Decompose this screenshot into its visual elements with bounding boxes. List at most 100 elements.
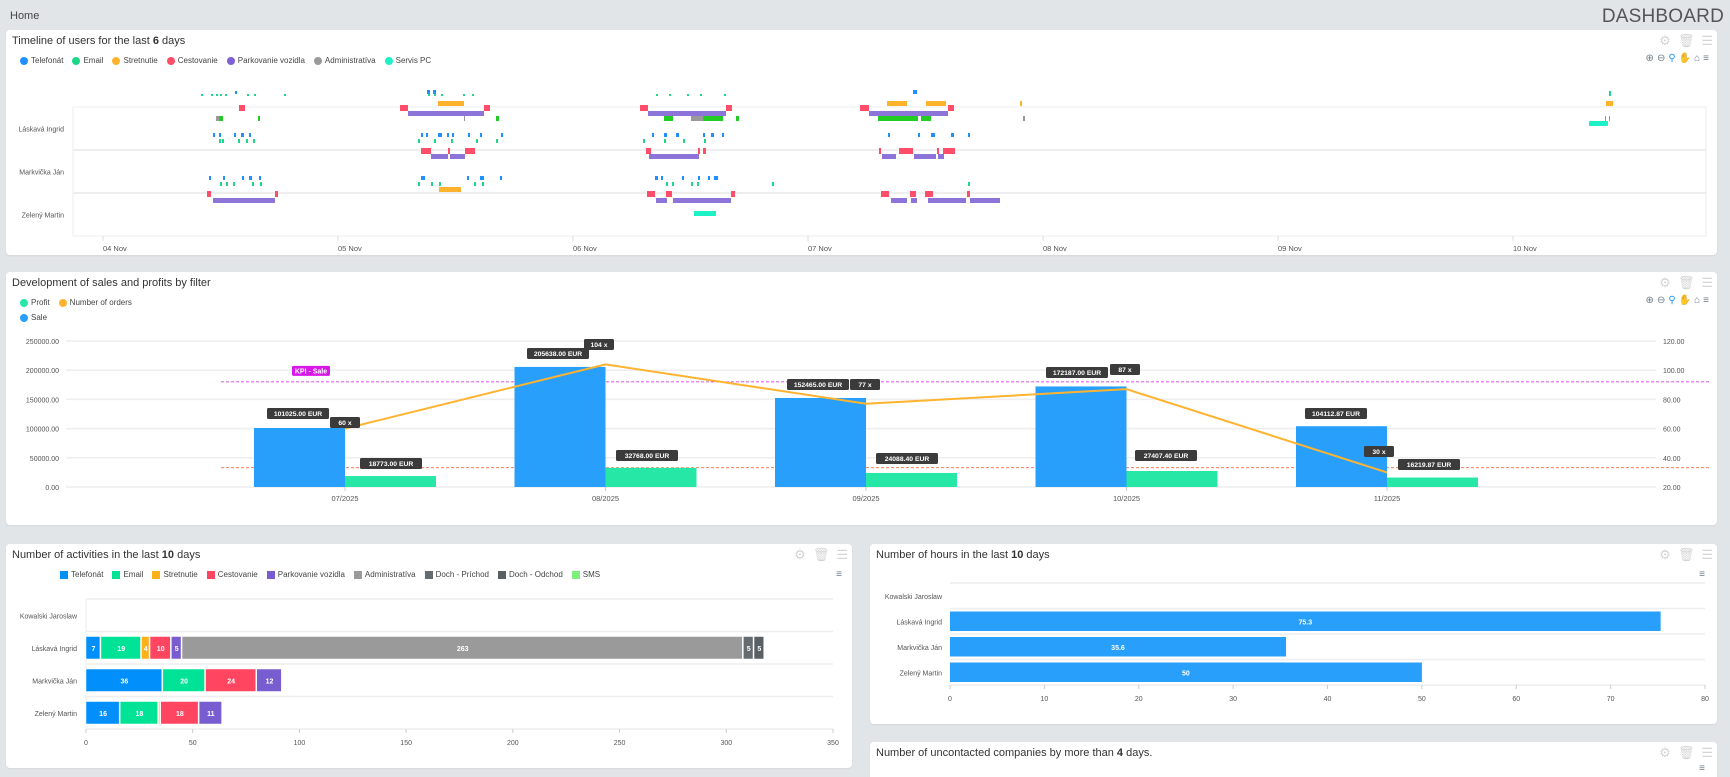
hamburger-icon[interactable]: ☰ bbox=[1701, 745, 1713, 760]
legend-item-timeline-2[interactable]: Stretnutie bbox=[112, 56, 158, 65]
profit-data-label-bg bbox=[1398, 459, 1460, 470]
legend-item-timeline-0[interactable]: Telefonát bbox=[20, 56, 63, 65]
title-text: Number of hours in the last bbox=[876, 549, 1012, 561]
y-tick-label: Zelený Martin bbox=[35, 711, 78, 718]
legend-item-timeline-4[interactable]: Parkovanie vozidla bbox=[226, 56, 305, 65]
timeline-event-tel bbox=[480, 176, 484, 180]
timeline-event-tel bbox=[235, 91, 237, 94]
timeline-event-tel bbox=[501, 133, 503, 137]
legend-item-activities-4[interactable]: Parkovanie vozidla bbox=[266, 570, 345, 579]
trash-icon[interactable]: 🗑 bbox=[812, 547, 830, 562]
legend-label: Number of orders bbox=[69, 298, 132, 307]
activity-bar-label: 263 bbox=[457, 646, 469, 653]
hamburger-icon[interactable]: ☰ bbox=[1701, 275, 1713, 290]
zoom-select-icon[interactable]: ⚲ bbox=[1668, 53, 1676, 64]
chart-toolbar: ≡ bbox=[1699, 764, 1705, 774]
x-tick-label: 06 Nov bbox=[573, 244, 597, 253]
legend-item-timeline-1[interactable]: Email bbox=[72, 56, 103, 65]
timeline-event-ce bbox=[910, 191, 916, 197]
hamburger-icon[interactable]: ☰ bbox=[1701, 33, 1713, 48]
chart-menu-icon[interactable]: ≡ bbox=[1703, 295, 1709, 306]
y-tick-label: Láskavá Ingrid bbox=[896, 619, 942, 626]
timeline-event-em bbox=[418, 139, 420, 143]
sale-bar bbox=[1035, 386, 1127, 487]
legend-item-activities-6[interactable]: Doch - Príchod bbox=[424, 570, 489, 579]
legend-item-activities-2[interactable]: Stretnutie bbox=[152, 570, 198, 579]
trash-icon[interactable]: 🗑 bbox=[1677, 547, 1695, 562]
activity-bar-label: 5 bbox=[175, 646, 179, 653]
legend-item-timeline-3[interactable]: Cestovanie bbox=[166, 56, 218, 65]
y-left-tick-label: 200000.00 bbox=[26, 368, 59, 375]
legend-item-sales-1[interactable]: Number of orders bbox=[58, 298, 132, 307]
timeline-event-em bbox=[220, 94, 222, 96]
gears-icon[interactable]: ⚙ bbox=[794, 547, 806, 562]
timeline-event-em bbox=[968, 182, 970, 186]
zoom-select-icon[interactable]: ⚲ bbox=[1668, 295, 1676, 306]
y-right-tick-label: 60.00 bbox=[1663, 427, 1681, 434]
trash-icon[interactable]: 🗑 bbox=[1677, 275, 1695, 290]
y-left-tick-label: 150000.00 bbox=[26, 397, 59, 404]
zoom-out-icon[interactable]: ⊖ bbox=[1656, 53, 1666, 64]
chart-menu-icon[interactable]: ≡ bbox=[1703, 53, 1709, 64]
legend-marker bbox=[112, 570, 121, 579]
legend-marker bbox=[226, 56, 235, 65]
hamburger-icon[interactable]: ☰ bbox=[1701, 547, 1713, 562]
timeline-event-ce bbox=[937, 148, 939, 154]
chart-menu-icon[interactable]: ≡ bbox=[1699, 569, 1705, 580]
legend-item-activities-8[interactable]: SMS bbox=[571, 570, 600, 579]
timeline-chart: Láskavá Ingrid Markvička Ján Zelený Martin… bbox=[18, 90, 1707, 253]
timeline-event-tel bbox=[242, 176, 244, 180]
sale-data-label: 205638.00 EUR bbox=[534, 351, 582, 358]
timeline-event-em bbox=[476, 139, 478, 143]
timeline-event-em bbox=[463, 94, 465, 96]
zoom-out-icon[interactable]: ⊖ bbox=[1656, 295, 1666, 306]
activity-bar-label: 10 bbox=[157, 646, 165, 653]
legend-item-activities-0[interactable]: Telefonát bbox=[60, 570, 103, 579]
legend-item-timeline-5[interactable]: Administratíva bbox=[313, 56, 376, 65]
x-tick-label: 08 Nov bbox=[1043, 244, 1067, 253]
gears-icon[interactable]: ⚙ bbox=[1659, 745, 1671, 760]
legend-marker bbox=[424, 570, 433, 579]
trash-icon[interactable]: 🗑 bbox=[1677, 33, 1695, 48]
timeline-event-pa bbox=[431, 154, 448, 159]
timeline-event-tel bbox=[219, 133, 221, 137]
x-tick-label: 30 bbox=[1229, 696, 1237, 703]
gears-icon[interactable]: ⚙ bbox=[1659, 547, 1671, 562]
activity-bar-segment bbox=[158, 701, 160, 725]
breadcrumb-home-link[interactable]: Home bbox=[10, 10, 40, 22]
gears-icon[interactable]: ⚙ bbox=[1659, 275, 1671, 290]
legend-marker bbox=[20, 313, 28, 322]
chart-menu-icon[interactable]: ≡ bbox=[836, 569, 842, 580]
y-right-tick-label: 80.00 bbox=[1663, 397, 1681, 404]
zoom-in-icon[interactable]: ⊕ bbox=[1645, 295, 1654, 306]
chart-toolbar: ⊕ ⊖ ⚲ ✋ ⌂ ≡ bbox=[1646, 54, 1709, 64]
timeline-panel: Timeline of users for the last 6 days ⚙ … bbox=[6, 30, 1717, 255]
trash-icon[interactable]: 🗑 bbox=[1677, 745, 1695, 760]
chart-menu-icon[interactable]: ≡ bbox=[1699, 763, 1705, 774]
gears-icon[interactable]: ⚙ bbox=[1659, 33, 1671, 48]
sales-panel: Development of sales and profits by filt… bbox=[6, 272, 1717, 525]
home-reset-icon[interactable]: ⌂ bbox=[1694, 295, 1701, 306]
pan-hand-icon[interactable]: ✋ bbox=[1678, 53, 1692, 64]
legend-item-sales-0[interactable]: Profit bbox=[20, 298, 50, 307]
legend-item-activities-1[interactable]: Email bbox=[112, 570, 143, 579]
legend-label: Telefonát bbox=[31, 56, 64, 65]
legend-item-activities-3[interactable]: Cestovanie bbox=[206, 570, 258, 579]
pan-hand-icon[interactable]: ✋ bbox=[1678, 295, 1692, 306]
timeline-event-st bbox=[887, 101, 907, 106]
home-reset-icon[interactable]: ⌂ bbox=[1694, 53, 1701, 64]
timeline-event-pa bbox=[970, 198, 1000, 203]
sale-data-label: 101025.00 EUR bbox=[274, 411, 322, 418]
legend-item-activities-7[interactable]: Doch - Odchod bbox=[497, 570, 563, 579]
legend-item-sales-2[interactable]: Sale bbox=[20, 313, 47, 322]
legend-item-timeline-6[interactable]: Servis PC bbox=[384, 56, 431, 65]
timeline-event-tel bbox=[249, 176, 252, 180]
timeline-event-ce bbox=[647, 191, 655, 197]
hamburger-icon[interactable]: ☰ bbox=[836, 547, 848, 562]
x-tick-label: 70 bbox=[1607, 696, 1615, 703]
legend-item-activities-5[interactable]: Administratíva bbox=[353, 570, 416, 579]
timeline-event-ce bbox=[726, 105, 732, 111]
activity-bar-label: 16 bbox=[99, 711, 107, 718]
zoom-in-icon[interactable]: ⊕ bbox=[1645, 53, 1654, 64]
timeline-event-ce bbox=[640, 105, 648, 111]
